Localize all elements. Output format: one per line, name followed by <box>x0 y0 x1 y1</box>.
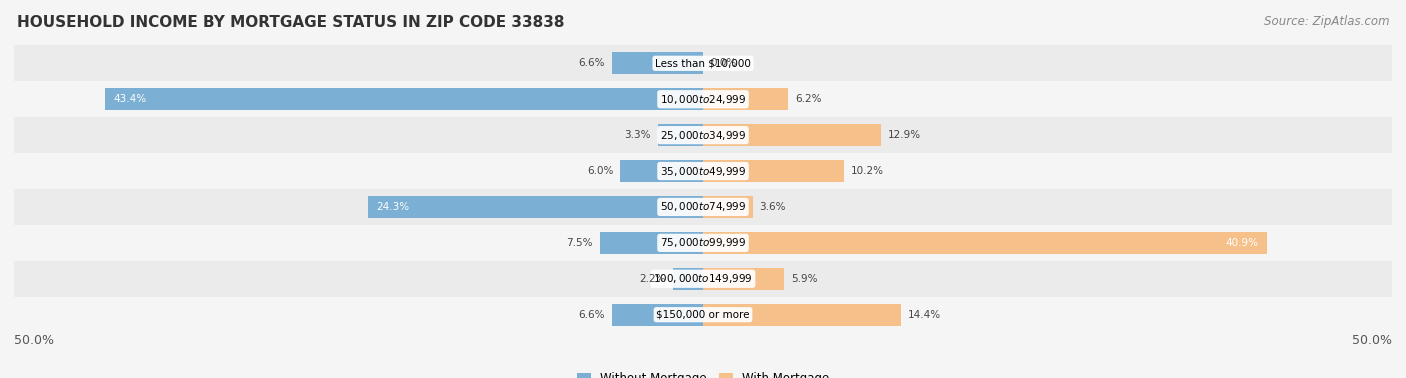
Text: $25,000 to $34,999: $25,000 to $34,999 <box>659 129 747 142</box>
Bar <box>14 225 1392 261</box>
Text: 14.4%: 14.4% <box>908 310 942 320</box>
Text: HOUSEHOLD INCOME BY MORTGAGE STATUS IN ZIP CODE 33838: HOUSEHOLD INCOME BY MORTGAGE STATUS IN Z… <box>17 15 564 30</box>
Bar <box>14 45 1392 81</box>
Bar <box>703 268 785 290</box>
Legend: Without Mortgage, With Mortgage: Without Mortgage, With Mortgage <box>572 367 834 378</box>
Text: 3.3%: 3.3% <box>624 130 651 140</box>
Bar <box>658 124 703 146</box>
Text: 0.0%: 0.0% <box>710 58 737 68</box>
Bar <box>599 232 703 254</box>
Text: 10.2%: 10.2% <box>851 166 883 176</box>
Text: $75,000 to $99,999: $75,000 to $99,999 <box>659 236 747 249</box>
Text: 7.5%: 7.5% <box>567 238 593 248</box>
Text: 3.6%: 3.6% <box>759 202 786 212</box>
Text: Source: ZipAtlas.com: Source: ZipAtlas.com <box>1264 15 1389 28</box>
Bar <box>14 189 1392 225</box>
Text: 6.6%: 6.6% <box>579 58 605 68</box>
Bar <box>703 196 752 218</box>
Text: $10,000 to $24,999: $10,000 to $24,999 <box>659 93 747 106</box>
Bar <box>14 153 1392 189</box>
Text: $35,000 to $49,999: $35,000 to $49,999 <box>659 164 747 178</box>
Bar <box>368 196 703 218</box>
Bar <box>703 124 880 146</box>
Bar <box>703 304 901 326</box>
Bar <box>612 52 703 74</box>
Text: 43.4%: 43.4% <box>114 94 146 104</box>
Text: 2.2%: 2.2% <box>640 274 666 284</box>
Text: $50,000 to $74,999: $50,000 to $74,999 <box>659 200 747 214</box>
Text: $100,000 to $149,999: $100,000 to $149,999 <box>654 272 752 285</box>
Text: 40.9%: 40.9% <box>1225 238 1258 248</box>
Bar <box>14 81 1392 117</box>
Text: 6.2%: 6.2% <box>796 94 823 104</box>
Bar <box>14 297 1392 333</box>
Text: 6.6%: 6.6% <box>579 310 605 320</box>
Text: 24.3%: 24.3% <box>377 202 409 212</box>
Text: 50.0%: 50.0% <box>14 335 53 347</box>
Bar <box>672 268 703 290</box>
Text: 5.9%: 5.9% <box>792 274 818 284</box>
Bar <box>620 160 703 182</box>
Text: $150,000 or more: $150,000 or more <box>657 310 749 320</box>
Bar <box>703 160 844 182</box>
Bar <box>703 88 789 110</box>
Text: 50.0%: 50.0% <box>1353 335 1392 347</box>
Bar <box>105 88 703 110</box>
Bar <box>703 232 1267 254</box>
Bar <box>14 261 1392 297</box>
Bar <box>14 117 1392 153</box>
Text: 12.9%: 12.9% <box>887 130 921 140</box>
Bar <box>612 304 703 326</box>
Text: 6.0%: 6.0% <box>588 166 613 176</box>
Text: Less than $10,000: Less than $10,000 <box>655 58 751 68</box>
